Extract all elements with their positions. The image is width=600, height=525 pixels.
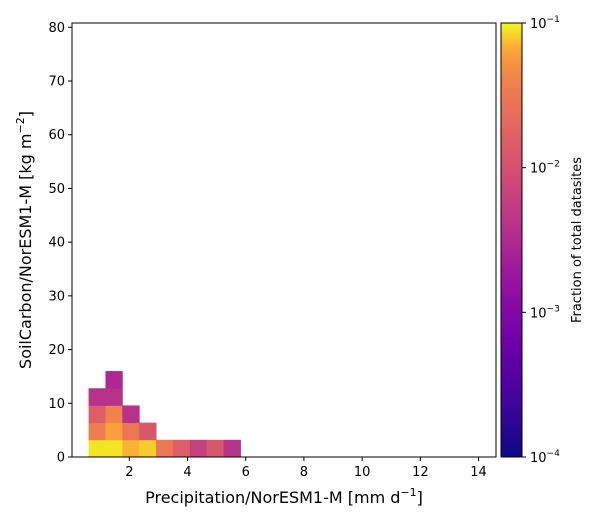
x-tick-label: 10 [354,465,371,480]
x-axis-label-exponent: −1 [400,486,416,499]
colorbar [500,22,523,458]
heatmap-cell [189,439,208,458]
y-tick-label: 30 [48,289,65,304]
heatmap-cell [105,371,123,389]
heatmap-cell [156,439,174,458]
heatmap-cell [88,422,106,441]
colorbar-tick-label: 10−1 [530,15,560,32]
heatmap-cell [105,422,123,441]
y-tick-label: 20 [48,343,65,358]
heatmap-cell [122,405,140,424]
y-tick-label: 60 [48,128,65,143]
heatmap-cell [206,439,225,458]
y-tick-label: 70 [48,75,65,90]
y-tick-label: 40 [48,236,65,251]
colorbar-tick-label: 10−3 [530,304,560,321]
y-axis-label: SoilCarbon/NorESM1-M [kg m−2] [14,111,35,369]
x-tick-label: 2 [125,465,133,480]
y-tick-label: 10 [48,397,65,412]
heatmap-cell [88,439,106,458]
x-tick-label: 14 [470,465,487,480]
heatmap-cell [105,388,123,406]
heatmap-cell [172,439,191,458]
colorbar-tick-label: 10−4 [530,449,560,466]
colorbar-label: Fraction of total datasites [570,157,585,323]
plot-frame [71,22,497,458]
heatmap-cells [88,371,241,458]
heatmap-cell [105,439,123,458]
y-tick-label: 50 [48,182,65,197]
heatmap-cell [223,439,241,458]
x-tick-label: 8 [300,465,308,480]
y-tick-label: 0 [57,451,65,466]
heatmap-cell [139,439,157,458]
x-tick-label: 4 [183,465,191,480]
x-tick-label: 12 [412,465,429,480]
x-axis-ticks: 2 4 6 8 10 12 14 [125,457,487,480]
y-axis-ticks: 0 10 20 30 40 50 60 70 80 [48,21,72,466]
colorbar-ticks: 10−1 10−2 10−3 10−4 [522,15,560,466]
heatmap-cell [122,439,140,458]
y-axis-label-exponent: −2 [14,117,27,133]
colorbar-tick-label: 10−2 [530,160,560,177]
heatmap-cell [122,422,140,441]
heatmap-cell [139,422,157,441]
heatmap-cell [88,405,106,424]
y-tick-label: 80 [48,21,65,36]
heatmap-cell [88,388,106,406]
x-axis-label: Precipitation/NorESM1-M [mm d−1] [145,486,423,507]
heatmap-cell [105,405,123,424]
x-tick-label: 6 [242,465,250,480]
